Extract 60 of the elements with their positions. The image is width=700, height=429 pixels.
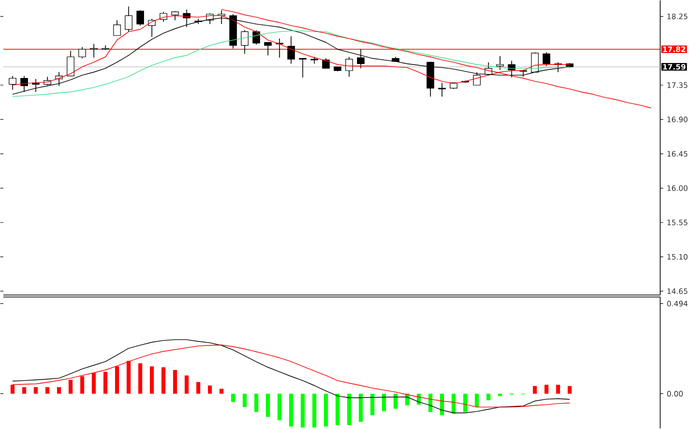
bar [68,380,73,394]
bar [498,394,502,396]
candlestick [345,56,353,78]
candlestick [124,6,132,32]
candlestick [252,30,260,46]
bar [544,384,548,394]
bar [231,394,236,402]
candlestick [287,36,295,64]
bar [22,387,26,394]
candlestick [496,56,504,70]
candlestick [66,50,74,76]
bar [173,370,178,394]
candlestick [508,60,516,78]
candlestick [90,44,98,58]
candlestick [542,52,550,67]
candlestick [113,20,121,36]
candlestick [298,58,307,78]
candlestick [356,48,365,69]
candlestick [240,30,248,54]
bar [34,387,38,394]
bar [161,367,166,394]
bar [57,387,61,394]
bar [92,373,96,394]
bar [220,388,224,394]
bar [382,394,386,412]
candlestick [171,10,179,21]
bar [532,386,537,394]
bar [463,394,468,412]
bar [254,394,258,412]
bar [394,394,398,409]
bar [486,394,490,400]
candlestick [473,72,481,86]
bar [184,376,189,394]
bar [266,394,270,417]
candlestick [264,42,272,56]
bar [289,394,294,427]
bar [568,386,572,394]
bar [336,394,340,426]
candlestick [438,82,446,98]
bar [278,394,282,420]
bar [556,384,560,394]
bar [45,387,50,394]
candlestick [78,46,86,59]
bar [324,394,328,427]
bar [312,394,316,428]
candlestick [136,10,144,26]
bar [370,394,374,416]
bar [208,386,212,394]
bar [126,360,131,394]
bar [242,394,247,408]
bar [80,376,84,394]
bar [474,394,479,408]
candlestick [322,58,330,69]
bar [150,366,154,394]
bar [347,394,352,426]
bar [103,372,108,394]
candlestick [8,76,16,90]
bar [115,366,119,394]
bar [440,394,444,416]
bar [452,394,456,414]
